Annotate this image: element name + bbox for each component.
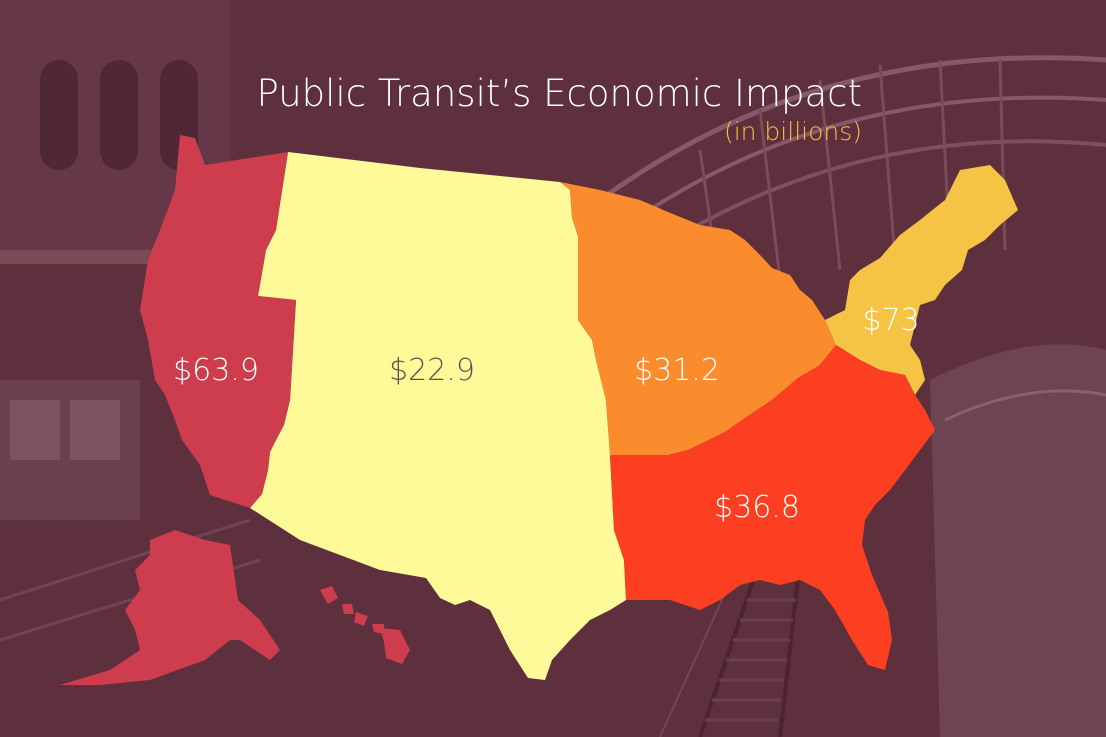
value-label-mountain-plains: $22.9 <box>389 353 475 388</box>
region-south <box>610 345 935 670</box>
region-west-hawaii <box>320 586 410 664</box>
region-west <box>140 135 296 508</box>
value-label-northeast: $73 <box>862 303 919 338</box>
region-midwest <box>560 182 836 455</box>
map-subtitle: (in billions) <box>723 117 862 146</box>
map-title: Public Transit’s Economic Impact <box>256 72 862 115</box>
region-northeast <box>825 165 1018 395</box>
region-west-alaska <box>60 530 280 685</box>
region-mountain-plains <box>250 152 626 680</box>
value-label-midwest: $31.2 <box>634 353 720 388</box>
value-label-south: $36.8 <box>714 490 800 525</box>
value-label-west: $63.9 <box>173 353 259 388</box>
